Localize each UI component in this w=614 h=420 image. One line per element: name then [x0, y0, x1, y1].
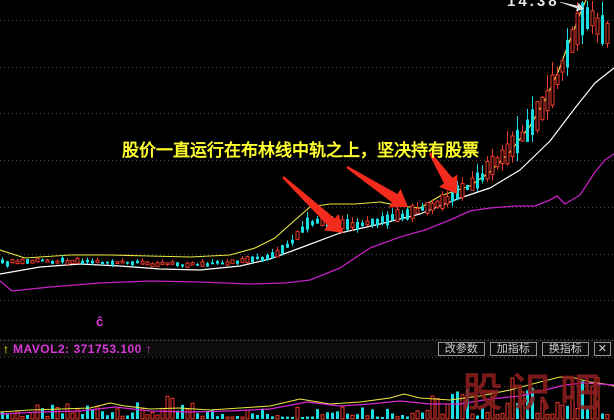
up-arrow-yellow-icon: ↑: [3, 342, 9, 356]
switch-indicator-button[interactable]: 换指标: [541, 342, 589, 356]
chart-annotation: 股价一直运行在布林线中轨之上，坚决持有股票: [122, 141, 479, 160]
indicator-readout: ↑ MAVOL2: 371753.100 ↑: [0, 342, 152, 356]
price-label: 14.38: [507, 0, 560, 10]
watermark: 股识吧: [462, 371, 609, 415]
chart-marker: ĉ: [96, 314, 104, 329]
change-params-button[interactable]: 改参数: [437, 342, 485, 356]
add-indicator-button[interactable]: 加指标: [489, 342, 537, 356]
up-arrow-magenta-icon: ↑: [145, 342, 152, 356]
status-bar-buttons: 改参数 加指标 换指标 ✕: [437, 342, 614, 356]
indicator-value-label: MAVOL2: 371753.100: [13, 342, 142, 356]
close-button[interactable]: ✕: [593, 342, 611, 356]
indicator-status-bar: ↑ MAVOL2: 371753.100 ↑ 改参数 加指标 换指标 ✕: [0, 340, 614, 357]
